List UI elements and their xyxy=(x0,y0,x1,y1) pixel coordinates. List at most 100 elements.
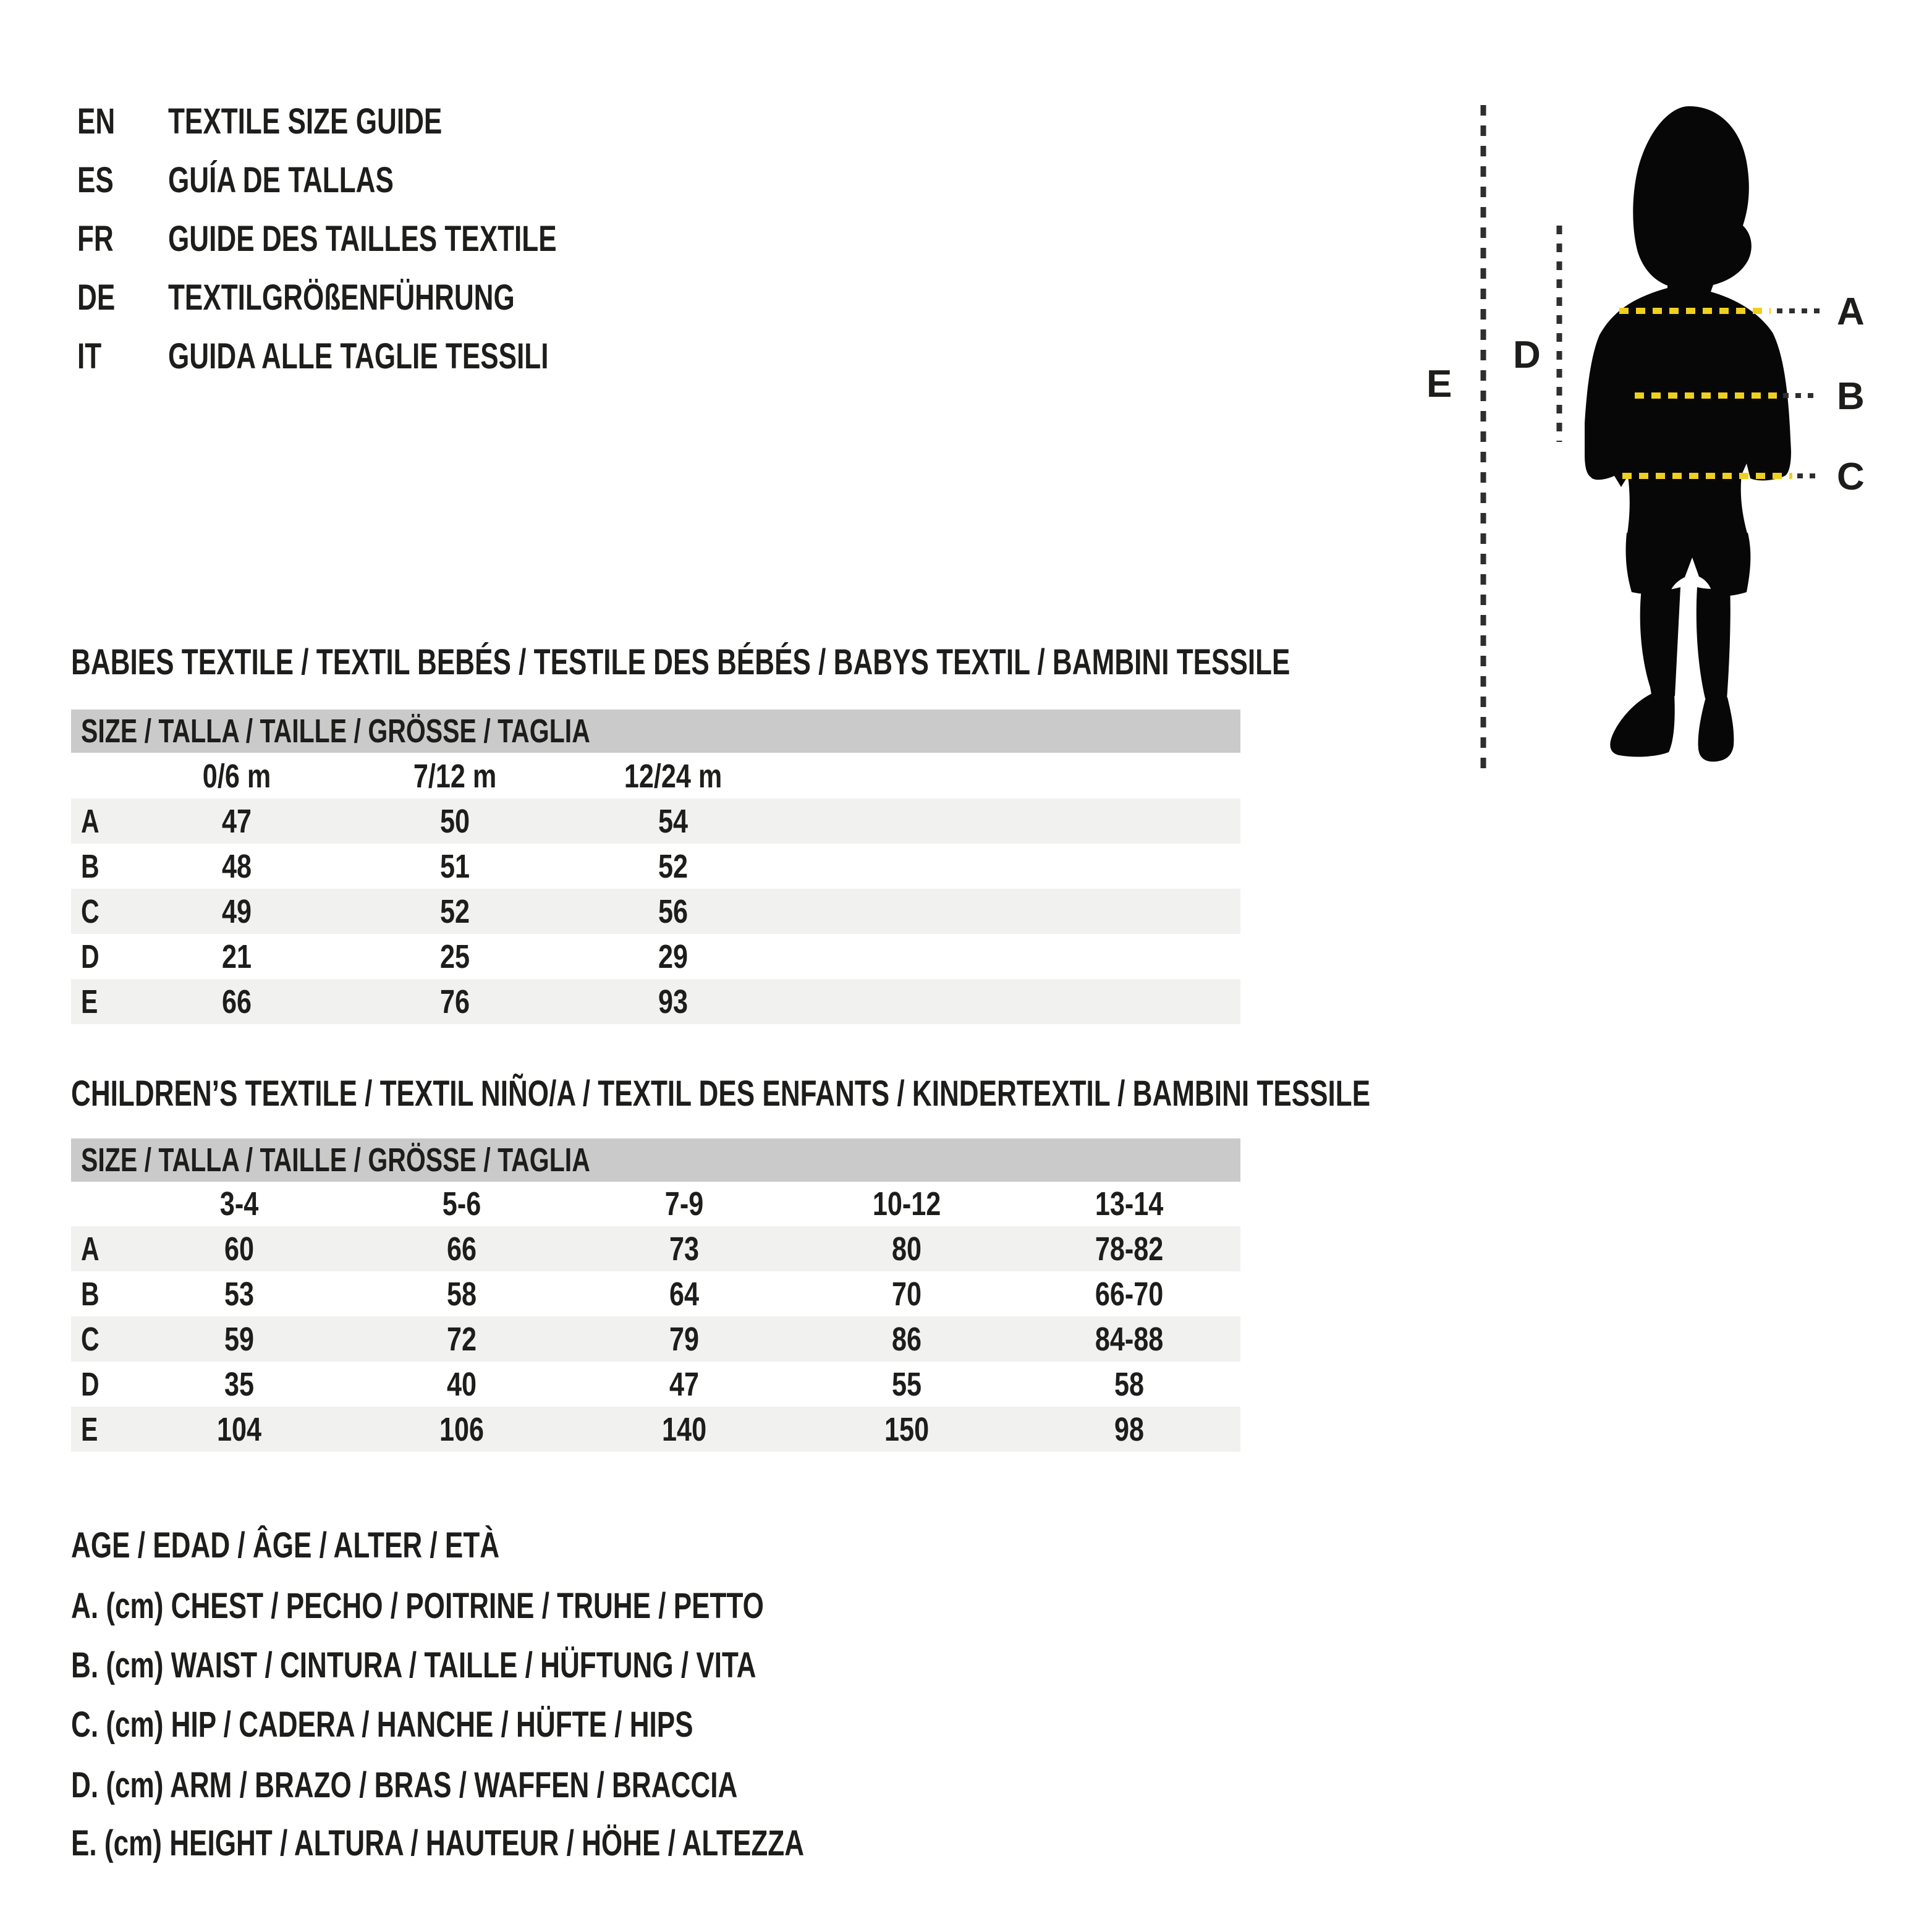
legend-arm: D. (cm) ARM / BRAZO / BRAS / WAFFEN / BR… xyxy=(71,1765,738,1805)
col-header: 7/12 m xyxy=(413,758,497,795)
col-header: 5-6 xyxy=(442,1185,481,1222)
lang-title: TEXTILE SIZE GUIDE xyxy=(168,101,443,142)
col-header: 13-14 xyxy=(1095,1185,1164,1222)
legend-age: AGE / EDAD / ÂGE / ALTER / ETÀ xyxy=(71,1525,500,1566)
label-a: A xyxy=(1837,290,1865,333)
table-cell: 35 xyxy=(224,1365,255,1403)
row-label: D xyxy=(81,938,100,975)
table-cell: 40 xyxy=(446,1365,477,1403)
row-label: B xyxy=(81,847,100,885)
table-cell: 84-88 xyxy=(1095,1320,1164,1358)
silhouette-left-leg xyxy=(1640,587,1680,698)
table-cell: 49 xyxy=(222,892,252,930)
table-cell: 104 xyxy=(216,1410,262,1448)
row-label: E xyxy=(81,1410,98,1448)
table-cell: 54 xyxy=(658,802,688,840)
col-header: 7-9 xyxy=(664,1185,704,1222)
col-header: 0/6 m xyxy=(203,758,271,795)
row-label: A xyxy=(81,802,100,840)
lang-title: GUÍA DE TALLAS xyxy=(168,160,394,200)
table-cell: 21 xyxy=(222,938,252,975)
row-label: B xyxy=(81,1275,100,1313)
table-cell: 140 xyxy=(661,1410,707,1448)
label-c: C xyxy=(1837,455,1865,498)
lang-row-de: DE TEXTILGRÖßENFÜHRUNG xyxy=(77,274,624,322)
col-header: 12/24 m xyxy=(624,758,722,795)
table-cell: 58 xyxy=(1114,1365,1145,1403)
table-cell: 72 xyxy=(446,1320,477,1358)
table-cell: 47 xyxy=(222,802,252,840)
silhouette-right-shoe xyxy=(1698,697,1734,762)
silhouette-head-torso xyxy=(1585,106,1791,542)
children-table-header-bar: SIZE / TALLA / TAILLE / GRÖSSE / TAGLIA xyxy=(71,1138,1240,1182)
col-header-spacer xyxy=(71,754,128,799)
table-cell: 76 xyxy=(440,983,470,1020)
silhouette-shorts xyxy=(1625,533,1751,596)
label-e: E xyxy=(1426,363,1452,405)
babies-row-e: E 66 76 93 xyxy=(71,979,1240,1024)
children-section-title: CHILDREN’S TEXTILE / TEXTIL NIÑO/A / TEX… xyxy=(71,1074,1371,1114)
babies-row-d: D 21 25 29 xyxy=(71,934,1240,979)
table-cell: 98 xyxy=(1114,1410,1145,1448)
lang-title: GUIDA ALLE TAGLIE TESSILI xyxy=(168,336,549,376)
babies-row-b: B 48 51 52 xyxy=(71,844,1240,889)
col-header: 10-12 xyxy=(872,1185,941,1222)
legend-chest: A. (cm) CHEST / PECHO / POITRINE / TRUHE… xyxy=(71,1586,764,1626)
table-cell: 47 xyxy=(669,1365,700,1403)
table-cell: 58 xyxy=(446,1275,477,1313)
lang-code: EN xyxy=(77,101,116,142)
row-label: E xyxy=(81,983,98,1020)
legend-height: E. (cm) HEIGHT / ALTURA / HAUTEUR / HÖHE… xyxy=(71,1823,805,1863)
table-cell: 70 xyxy=(891,1275,922,1313)
child-silhouette xyxy=(1585,106,1791,762)
table-cell: 79 xyxy=(669,1320,700,1358)
table-cell: 59 xyxy=(224,1320,255,1358)
lang-row-en: EN TEXTILE SIZE GUIDE xyxy=(77,98,528,146)
table-cell: 51 xyxy=(440,847,470,885)
table-cell: 86 xyxy=(891,1320,922,1358)
table-cell: 66-70 xyxy=(1095,1275,1164,1313)
table-cell: 60 xyxy=(224,1230,255,1268)
row-label: C xyxy=(81,892,100,930)
table-cell: 25 xyxy=(440,938,470,975)
lang-row-es: ES GUÍA DE TALLAS xyxy=(77,156,465,205)
lang-title: TEXTILGRÖßENFÜHRUNG xyxy=(168,278,515,318)
babies-col-header-row: 0/6 m 7/12 m 12/24 m xyxy=(71,754,1240,799)
silhouette-right-leg xyxy=(1696,586,1731,703)
table-cell: 66 xyxy=(446,1230,477,1268)
table-cell: 64 xyxy=(669,1275,700,1313)
col-header: 3-4 xyxy=(219,1185,259,1222)
children-row-d: D 35 40 47 55 58 xyxy=(71,1362,1240,1407)
table-cell: 66 xyxy=(222,983,252,1020)
babies-section-title: BABIES TEXTILE / TEXTIL BEBÉS / TESTILE … xyxy=(71,642,1290,682)
row-label: C xyxy=(81,1320,100,1358)
lang-code: DE xyxy=(77,278,116,318)
table-cell: 78-82 xyxy=(1095,1230,1164,1268)
babies-table-header-bar: SIZE / TALLA / TAILLE / GRÖSSE / TAGLIA xyxy=(71,710,1240,753)
babies-row-a: A 47 50 54 xyxy=(71,799,1240,844)
table-cell: 29 xyxy=(658,938,688,975)
lang-title: GUIDE DES TAILLES TEXTILE xyxy=(168,219,557,259)
row-label: D xyxy=(81,1365,100,1403)
table-cell: 150 xyxy=(884,1410,930,1448)
label-d: D xyxy=(1513,334,1541,376)
table-cell: 52 xyxy=(658,847,688,885)
lang-row-it: IT GUIDA ALLE TAGLIE TESSILI xyxy=(77,333,669,381)
babies-row-c: C 49 52 56 xyxy=(71,889,1240,934)
table-cell: 50 xyxy=(440,802,470,840)
label-b: B xyxy=(1837,375,1865,418)
children-row-b: B 53 58 64 70 66-70 xyxy=(71,1271,1240,1316)
lang-code: FR xyxy=(77,219,114,259)
table-cell: 55 xyxy=(891,1365,922,1403)
table-cell: 52 xyxy=(440,892,470,930)
children-row-c: C 59 72 79 86 84-88 xyxy=(71,1316,1240,1362)
table-cell: 73 xyxy=(669,1230,700,1268)
lang-row-fr: FR GUIDE DES TAILLES TEXTILE xyxy=(77,215,679,263)
legend-waist: B. (cm) WAIST / CINTURA / TAILLE / HÜFTU… xyxy=(71,1645,756,1685)
silhouette-left-shoe xyxy=(1610,693,1675,757)
table-cell: 56 xyxy=(658,892,688,930)
children-row-a: A 60 66 73 80 78-82 xyxy=(71,1226,1240,1271)
measurement-figure: A B C D E xyxy=(1426,105,1865,769)
lang-code: ES xyxy=(77,160,114,200)
